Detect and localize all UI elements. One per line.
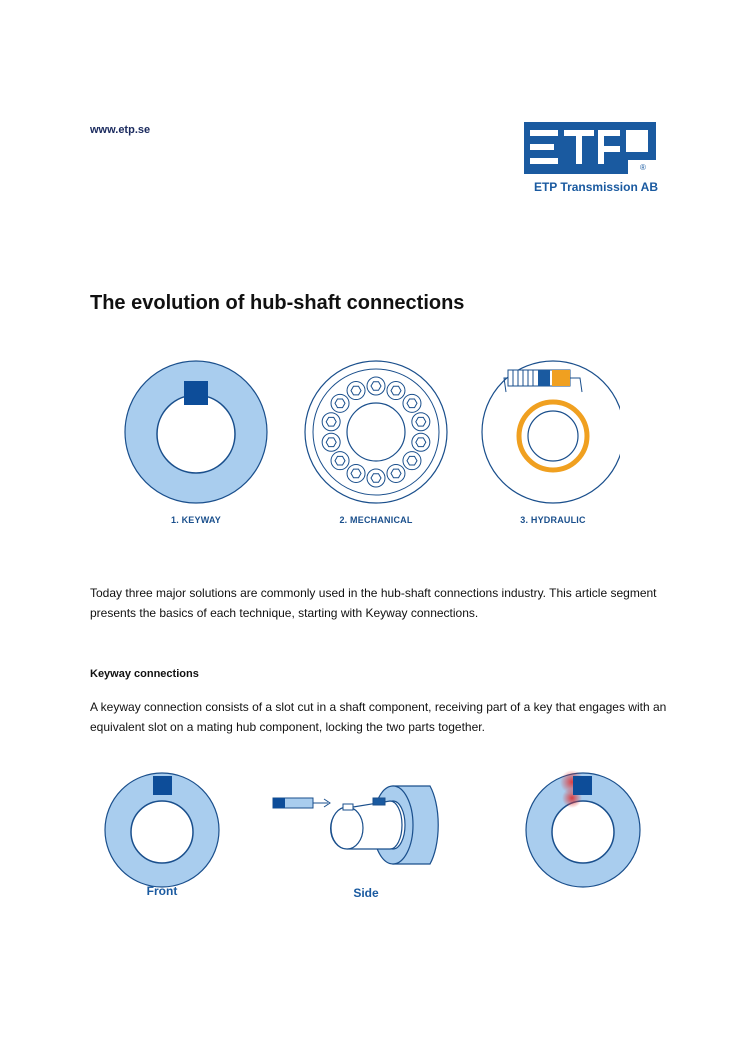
hydraulic-label: 3. HYDRAULIC: [520, 515, 586, 525]
bolt-head: [366, 468, 386, 488]
company-name: ETP Transmission AB: [533, 180, 658, 194]
bolt-head: [386, 463, 406, 483]
keyway-diagram: [124, 360, 268, 504]
bolt-head: [346, 463, 366, 483]
bolt-ring: [321, 376, 431, 488]
bolt-socket: [325, 437, 337, 448]
hydraulic-diagram: [481, 360, 620, 504]
side-view-diagram: [272, 785, 439, 865]
bolt-socket: [350, 468, 362, 479]
section-paragraph: A keyway connection consists of a slot c…: [90, 700, 667, 734]
bolt-socket: [406, 398, 418, 409]
bolt-head: [411, 412, 431, 432]
bolt-head: [386, 381, 406, 401]
bolt-head: [366, 376, 386, 396]
intro-paragraph: Today three major solutions are commonly…: [90, 586, 657, 620]
registered-mark: ®: [640, 163, 646, 172]
bolt-head: [330, 393, 350, 413]
bolt-socket: [334, 398, 346, 409]
bolt-socket: [390, 468, 402, 479]
bolt-head: [402, 393, 422, 413]
connection-types-figure: [124, 360, 620, 504]
front-view-label: Front: [146, 884, 178, 898]
mechanical-label: 2. MECHANICAL: [339, 515, 413, 525]
bolt-socket: [370, 381, 382, 391]
bolt-socket: [415, 437, 427, 448]
bolt-socket: [406, 455, 418, 466]
stress-view-diagram: [525, 770, 641, 888]
bolt-socket: [415, 416, 427, 427]
key-block: [184, 381, 208, 405]
bolt-socket: [334, 455, 346, 466]
bolt-head: [346, 381, 366, 401]
section-heading: Keyway connections: [90, 668, 199, 680]
bolt-head: [411, 432, 431, 452]
bolt-socket: [325, 416, 337, 427]
bolt-socket: [390, 385, 402, 396]
bolt-head: [402, 451, 422, 471]
bolt-head: [321, 412, 341, 432]
bolt-head: [330, 451, 350, 471]
bolt-socket: [350, 385, 362, 396]
mechanical-diagram: [304, 360, 448, 504]
front-view-diagram: [104, 772, 220, 888]
side-view-label: Side: [353, 886, 379, 900]
bolt-socket: [370, 473, 382, 483]
website-url[interactable]: www.etp.se: [90, 124, 151, 136]
bolt-head: [321, 432, 341, 452]
keyway-views-figure: [104, 770, 641, 888]
keyway-label: 1. KEYWAY: [171, 515, 221, 525]
page-title: The evolution of hub-shaft connections: [90, 292, 465, 314]
etp-logo: ®: [524, 122, 656, 174]
